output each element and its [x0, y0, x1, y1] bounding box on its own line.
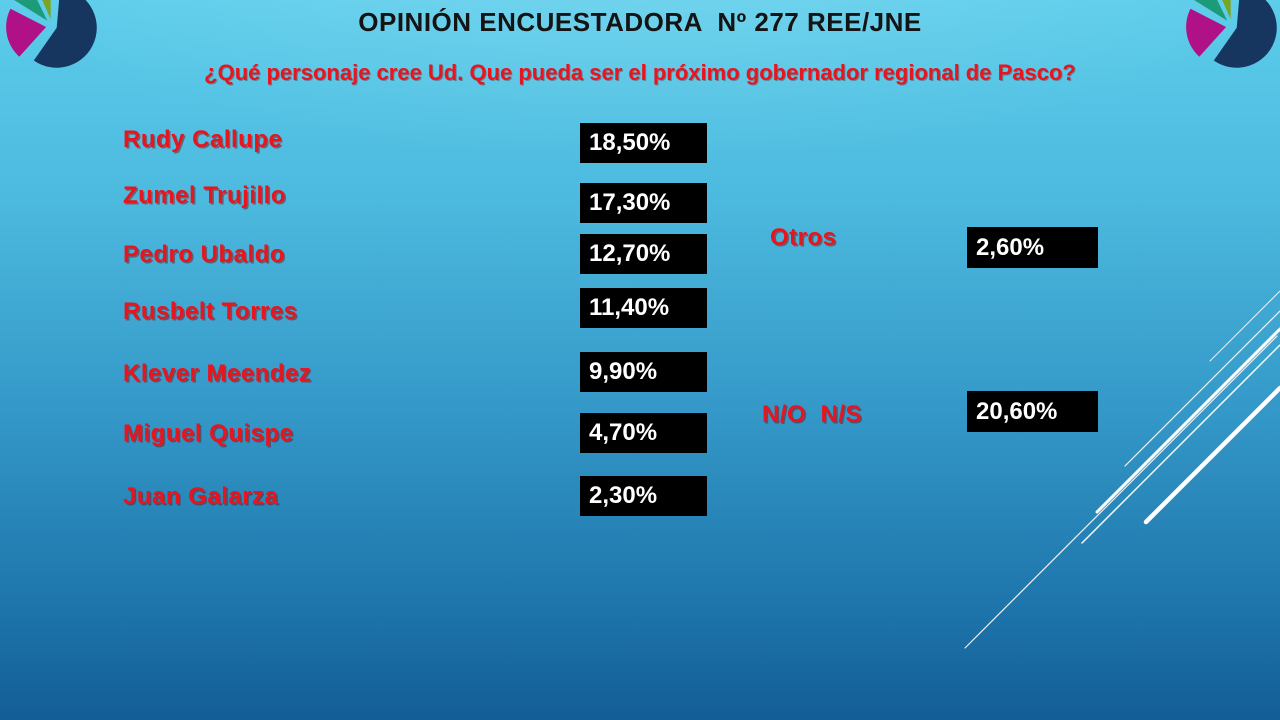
candidate-label: Rudy Callupe	[123, 126, 283, 153]
pie-chart-logo-right	[1186, 0, 1277, 68]
candidate-value-box: 2,30%	[580, 476, 707, 516]
candidate-value-box: 12,70%	[580, 234, 707, 274]
candidate-value-box: 4,70%	[580, 413, 707, 453]
candidate-label: Juan Galarza	[123, 483, 279, 510]
others-label: Otros	[770, 224, 837, 251]
candidate-label: Klever Meendez	[123, 360, 312, 387]
no-ns-label: N/O N/S	[762, 401, 863, 428]
candidate-label: Rusbelt Torres	[123, 298, 298, 325]
others-value-box: 2,60%	[967, 227, 1098, 268]
no-ns-value-box: 20,60%	[967, 391, 1098, 432]
slide-title: OPINIÓN ENCUESTADORA Nº 277 REE/JNE	[358, 7, 922, 37]
candidate-label: Zumel Trujillo	[123, 182, 287, 209]
candidate-label: Pedro Ubaldo	[123, 241, 286, 268]
pie-chart-logo-left	[6, 0, 97, 68]
candidate-value-box: 18,50%	[580, 123, 707, 163]
candidate-value-box: 11,40%	[580, 288, 707, 328]
candidate-label: Miguel Quispe	[123, 420, 294, 447]
candidate-value-box: 17,30%	[580, 183, 707, 223]
poll-question: ¿Qué personaje cree Ud. Que pueda ser el…	[204, 60, 1076, 85]
candidate-value-box: 9,90%	[580, 352, 707, 392]
